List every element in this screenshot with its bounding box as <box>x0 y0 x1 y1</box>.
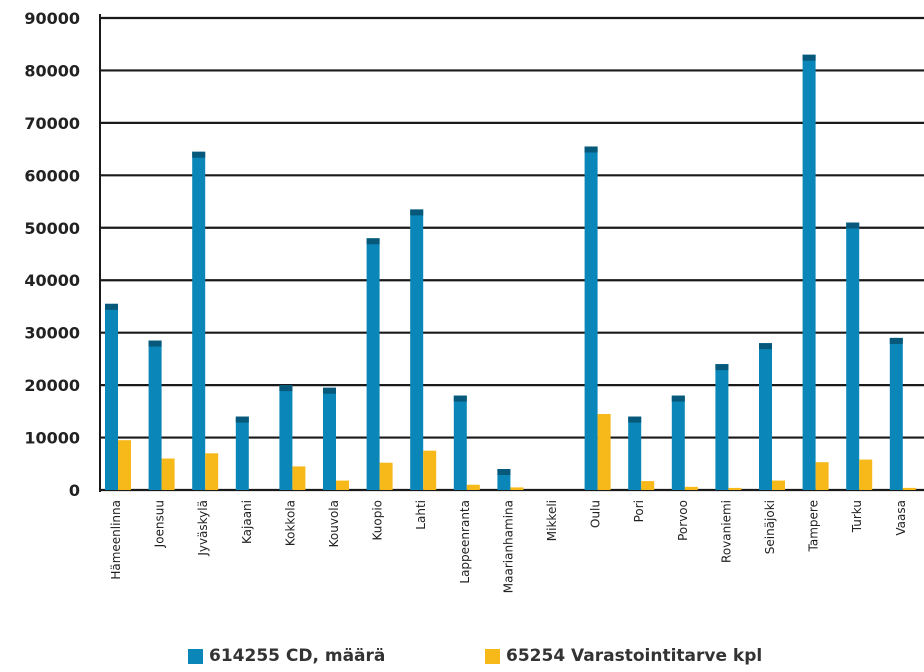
bar-series-1-top-shade <box>846 222 860 229</box>
bars <box>105 54 916 491</box>
bar-series-2 <box>597 413 611 490</box>
y-tick-label: 50000 <box>24 219 80 238</box>
bar-series-1 <box>192 151 206 490</box>
x-tick-label: Lahti <box>414 500 428 530</box>
bar-series-2 <box>815 462 829 490</box>
legend-label-series-1: 614255 CD, määrä <box>209 646 386 666</box>
bar-series-1 <box>410 209 424 490</box>
y-tick-label: 40000 <box>24 271 80 290</box>
legend-label-series-2: 65254 Varastointitarve kpl <box>506 646 763 666</box>
bar-series-1 <box>846 222 860 491</box>
bar-series-1-top-shade <box>235 416 249 423</box>
legend-item-series-1: 614255 CD, määrä <box>188 646 385 666</box>
bar-series-2 <box>510 487 524 490</box>
bar-series-2 <box>859 459 873 490</box>
bar-series-2 <box>292 466 306 490</box>
bar-series-1-top-shade <box>453 395 467 402</box>
bar-series-1 <box>584 146 598 490</box>
x-tick-label: Oulu <box>589 500 603 528</box>
bar-series-1 <box>105 303 118 490</box>
bar-series-2 <box>161 458 175 490</box>
x-tick-label: Hämeenlinna <box>109 500 123 580</box>
bar-series-1-top-shade <box>192 151 206 158</box>
y-tick-label: 90000 <box>24 9 80 28</box>
bar-series-2 <box>205 453 219 490</box>
bar-series-1 <box>235 416 249 490</box>
x-tick-label: Turku <box>850 500 864 533</box>
legend-swatch-series-1 <box>188 648 203 664</box>
x-tick-label: Pori <box>632 500 646 522</box>
y-tick-label: 30000 <box>24 324 80 343</box>
x-tick-label: Kajaani <box>240 500 254 544</box>
bar-series-2 <box>423 450 437 490</box>
bar-series-1-top-shade <box>497 469 511 476</box>
bar-series-2 <box>379 462 393 490</box>
x-tick-label: Porvoo <box>676 500 690 541</box>
bar-series-1-top-shade <box>410 209 424 216</box>
x-tick-label: Kuopio <box>371 500 385 541</box>
bar-series-2 <box>336 480 349 490</box>
bar-series-1 <box>279 385 293 490</box>
x-tick-label: Maarianhamina <box>501 500 515 593</box>
x-tick-label: Rovaniemi <box>719 500 733 563</box>
y-tick-label: 0 <box>69 481 80 500</box>
bar-series-2 <box>684 486 698 490</box>
x-tick-label: Joensuu <box>153 500 167 548</box>
y-axis-tick-labels: 0 10000 20000 30000 40000 50000 60000 70000 8000… <box>24 9 80 500</box>
y-tick-label: 20000 <box>24 376 80 395</box>
bar-series-1-top-shade <box>628 416 642 423</box>
bar-series-2 <box>118 440 131 490</box>
bar-series-1 <box>323 387 336 490</box>
bar-series-2 <box>466 484 480 490</box>
bar-series-1-top-shade <box>148 340 162 347</box>
bar-series-1 <box>366 238 380 490</box>
y-tick-label: 70000 <box>24 114 80 133</box>
bar-series-1 <box>671 395 685 490</box>
gridlines <box>99 14 924 492</box>
x-tick-label: Mikkeli <box>545 500 559 541</box>
bar-series-1-top-shade <box>889 337 903 344</box>
y-tick-label: 80000 <box>24 61 80 80</box>
bar-series-1-top-shade <box>279 385 293 392</box>
bar-series-1-top-shade <box>715 364 729 371</box>
bar-series-1-top-shade <box>366 238 380 245</box>
bar-chart: 0 10000 20000 30000 40000 50000 60000 70000 8000… <box>24 9 924 593</box>
bar-series-1 <box>628 416 642 490</box>
x-tick-label: Jyväskylä <box>196 500 210 557</box>
bar-series-2 <box>728 487 742 490</box>
bar-series-1-top-shade <box>323 387 336 394</box>
x-tick-label: Tampere <box>807 500 821 552</box>
bar-series-1-top-shade <box>584 146 598 153</box>
bar-series-1 <box>453 395 467 490</box>
legend: 614255 CD, määrä 65254 Varastointitarve … <box>0 646 924 668</box>
bar-series-1 <box>148 340 162 490</box>
bar-series-1-top-shade <box>105 303 118 310</box>
bar-series-2 <box>772 480 785 490</box>
x-axis-category-labels: Hämeenlinna Joensuu Jyväskylä Kajaani Kokkol… <box>109 500 908 593</box>
y-tick-label: 60000 <box>24 166 80 185</box>
x-tick-label: Kouvola <box>327 500 341 547</box>
legend-item-series-2: 65254 Varastointitarve kpl <box>485 646 762 666</box>
bar-series-1-top-shade <box>802 54 816 61</box>
x-tick-label: Kokkola <box>283 500 297 546</box>
bar-series-2 <box>641 481 655 490</box>
bar-series-1-top-shade <box>671 395 685 402</box>
bar-series-1-top-shade <box>759 343 772 350</box>
bar-series-1 <box>889 337 903 490</box>
bar-series-2 <box>902 487 916 490</box>
bar-series-1 <box>715 364 729 490</box>
bar-series-1 <box>759 343 772 490</box>
x-tick-label: Lappeenranta <box>458 500 472 584</box>
bar-series-1 <box>802 54 816 490</box>
x-tick-label: Vaasa <box>894 500 908 536</box>
x-tick-label: Seinäjoki <box>763 500 777 554</box>
legend-swatch-series-2 <box>485 648 500 664</box>
y-tick-label: 10000 <box>24 429 80 448</box>
